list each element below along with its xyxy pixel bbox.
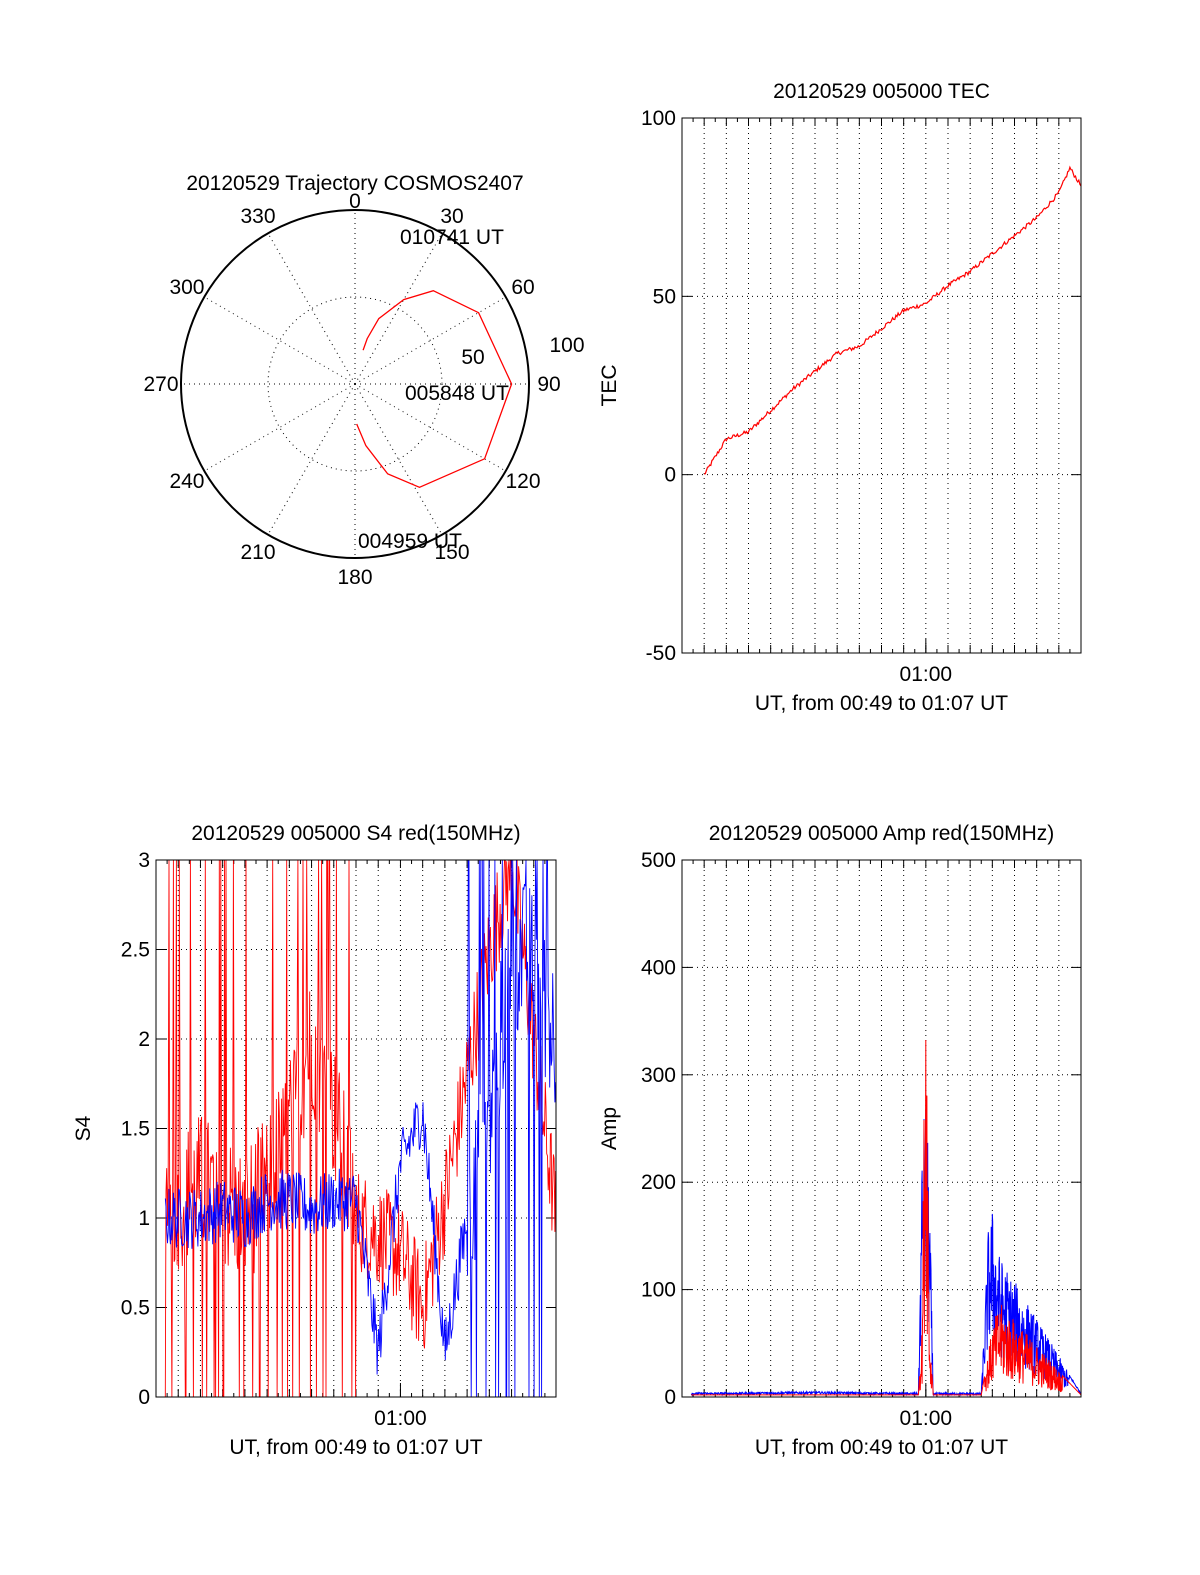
x-axis-label: UT, from 00:49 to 01:07 UT xyxy=(755,692,1008,715)
trajectory-line xyxy=(356,290,513,489)
amp-blue-series xyxy=(690,1109,1082,1397)
angle-label: 30 xyxy=(440,205,463,228)
y-tick-label: 0 xyxy=(664,1386,676,1409)
y-tick-label: 1.5 xyxy=(121,1118,150,1141)
amp-red-series xyxy=(691,1039,1082,1396)
y-tick-label: -50 xyxy=(646,642,676,665)
x-tick-label: 01:00 xyxy=(900,1407,953,1430)
plot-frame xyxy=(681,117,1082,654)
y-tick-label: 50 xyxy=(653,285,676,308)
chart-title: 20120529 Trajectory COSMOS2407 xyxy=(186,172,523,195)
y-tick-label: 300 xyxy=(641,1064,676,1087)
polar-spoke xyxy=(354,383,443,535)
radial-label: 50 xyxy=(461,346,484,369)
y-tick-label: 1 xyxy=(138,1207,150,1230)
y-tick-label: 3 xyxy=(138,849,150,872)
y-tick-label: 200 xyxy=(641,1171,676,1194)
angle-label: 330 xyxy=(240,205,275,228)
angle-label: 210 xyxy=(240,541,275,564)
angle-label: 0 xyxy=(349,190,361,213)
tec-series-line xyxy=(704,165,1082,475)
angle-label: 300 xyxy=(169,276,204,299)
y-axis-label: Amp xyxy=(598,1107,621,1150)
y-tick-label: 2 xyxy=(138,1028,150,1051)
x-tick-label: 01:00 xyxy=(900,663,953,686)
angle-label: 180 xyxy=(337,566,372,589)
polar-spoke xyxy=(354,296,506,385)
s4-line-chart: 20120529 005000 S4 red(150MHz) 0 0.5 1 1.5 2 2… xyxy=(72,822,557,1459)
polar-spoke xyxy=(204,296,356,385)
plot-frame xyxy=(681,859,1082,1398)
polar-spoke xyxy=(354,233,443,385)
annotation: 004959 UT xyxy=(358,530,462,553)
angle-label: 150 xyxy=(434,541,469,564)
s4-red-series xyxy=(164,859,557,1398)
y-tick-label: 100 xyxy=(641,107,676,130)
x-axis-label: UT, from 00:49 to 01:07 UT xyxy=(229,1436,482,1459)
polar-spoke xyxy=(267,383,356,535)
y-axis-label: TEC xyxy=(598,365,621,407)
chart-title: 20120529 005000 S4 red(150MHz) xyxy=(191,822,520,845)
y-tick-label: 0 xyxy=(138,1386,150,1409)
angle-label: 120 xyxy=(505,470,540,493)
angle-label: 90 xyxy=(537,373,560,396)
tec-line-chart: 20120529 005000 TEC -50 0 50 100 01:00 UT, fro… xyxy=(598,80,1082,715)
annotation: 005848 UT xyxy=(405,382,509,405)
annotation: 010741 UT xyxy=(400,226,504,249)
radial-label: 100 xyxy=(549,334,584,357)
x-axis-label: UT, from 00:49 to 01:07 UT xyxy=(755,1436,1008,1459)
y-tick-label: 0 xyxy=(664,464,676,487)
polar-spoke xyxy=(204,383,356,472)
y-tick-label: 0.5 xyxy=(121,1297,150,1320)
polar-spoke xyxy=(267,233,356,385)
chart-title: 20120529 005000 Amp red(150MHz) xyxy=(709,822,1055,845)
plot-frame xyxy=(155,859,557,1398)
y-tick-label: 2.5 xyxy=(121,939,150,962)
y-axis-label: S4 xyxy=(72,1115,95,1141)
amp-line-chart: 20120529 005000 Amp red(150MHz) 0 100 200 30… xyxy=(598,822,1082,1459)
s4-blue-series xyxy=(164,859,557,1398)
x-tick-label: 01:00 xyxy=(374,1407,427,1430)
y-tick-label: 100 xyxy=(641,1279,676,1302)
chart-title: 20120529 005000 TEC xyxy=(773,80,990,103)
angle-label: 60 xyxy=(511,276,534,299)
angle-label: 240 xyxy=(169,470,204,493)
angle-label: 270 xyxy=(143,373,178,396)
y-tick-label: 500 xyxy=(641,849,676,872)
y-tick-label: 400 xyxy=(641,956,676,979)
polar-spoke xyxy=(354,383,506,472)
polar-inner-circle xyxy=(267,296,443,472)
polar-outer-circle xyxy=(180,209,530,559)
